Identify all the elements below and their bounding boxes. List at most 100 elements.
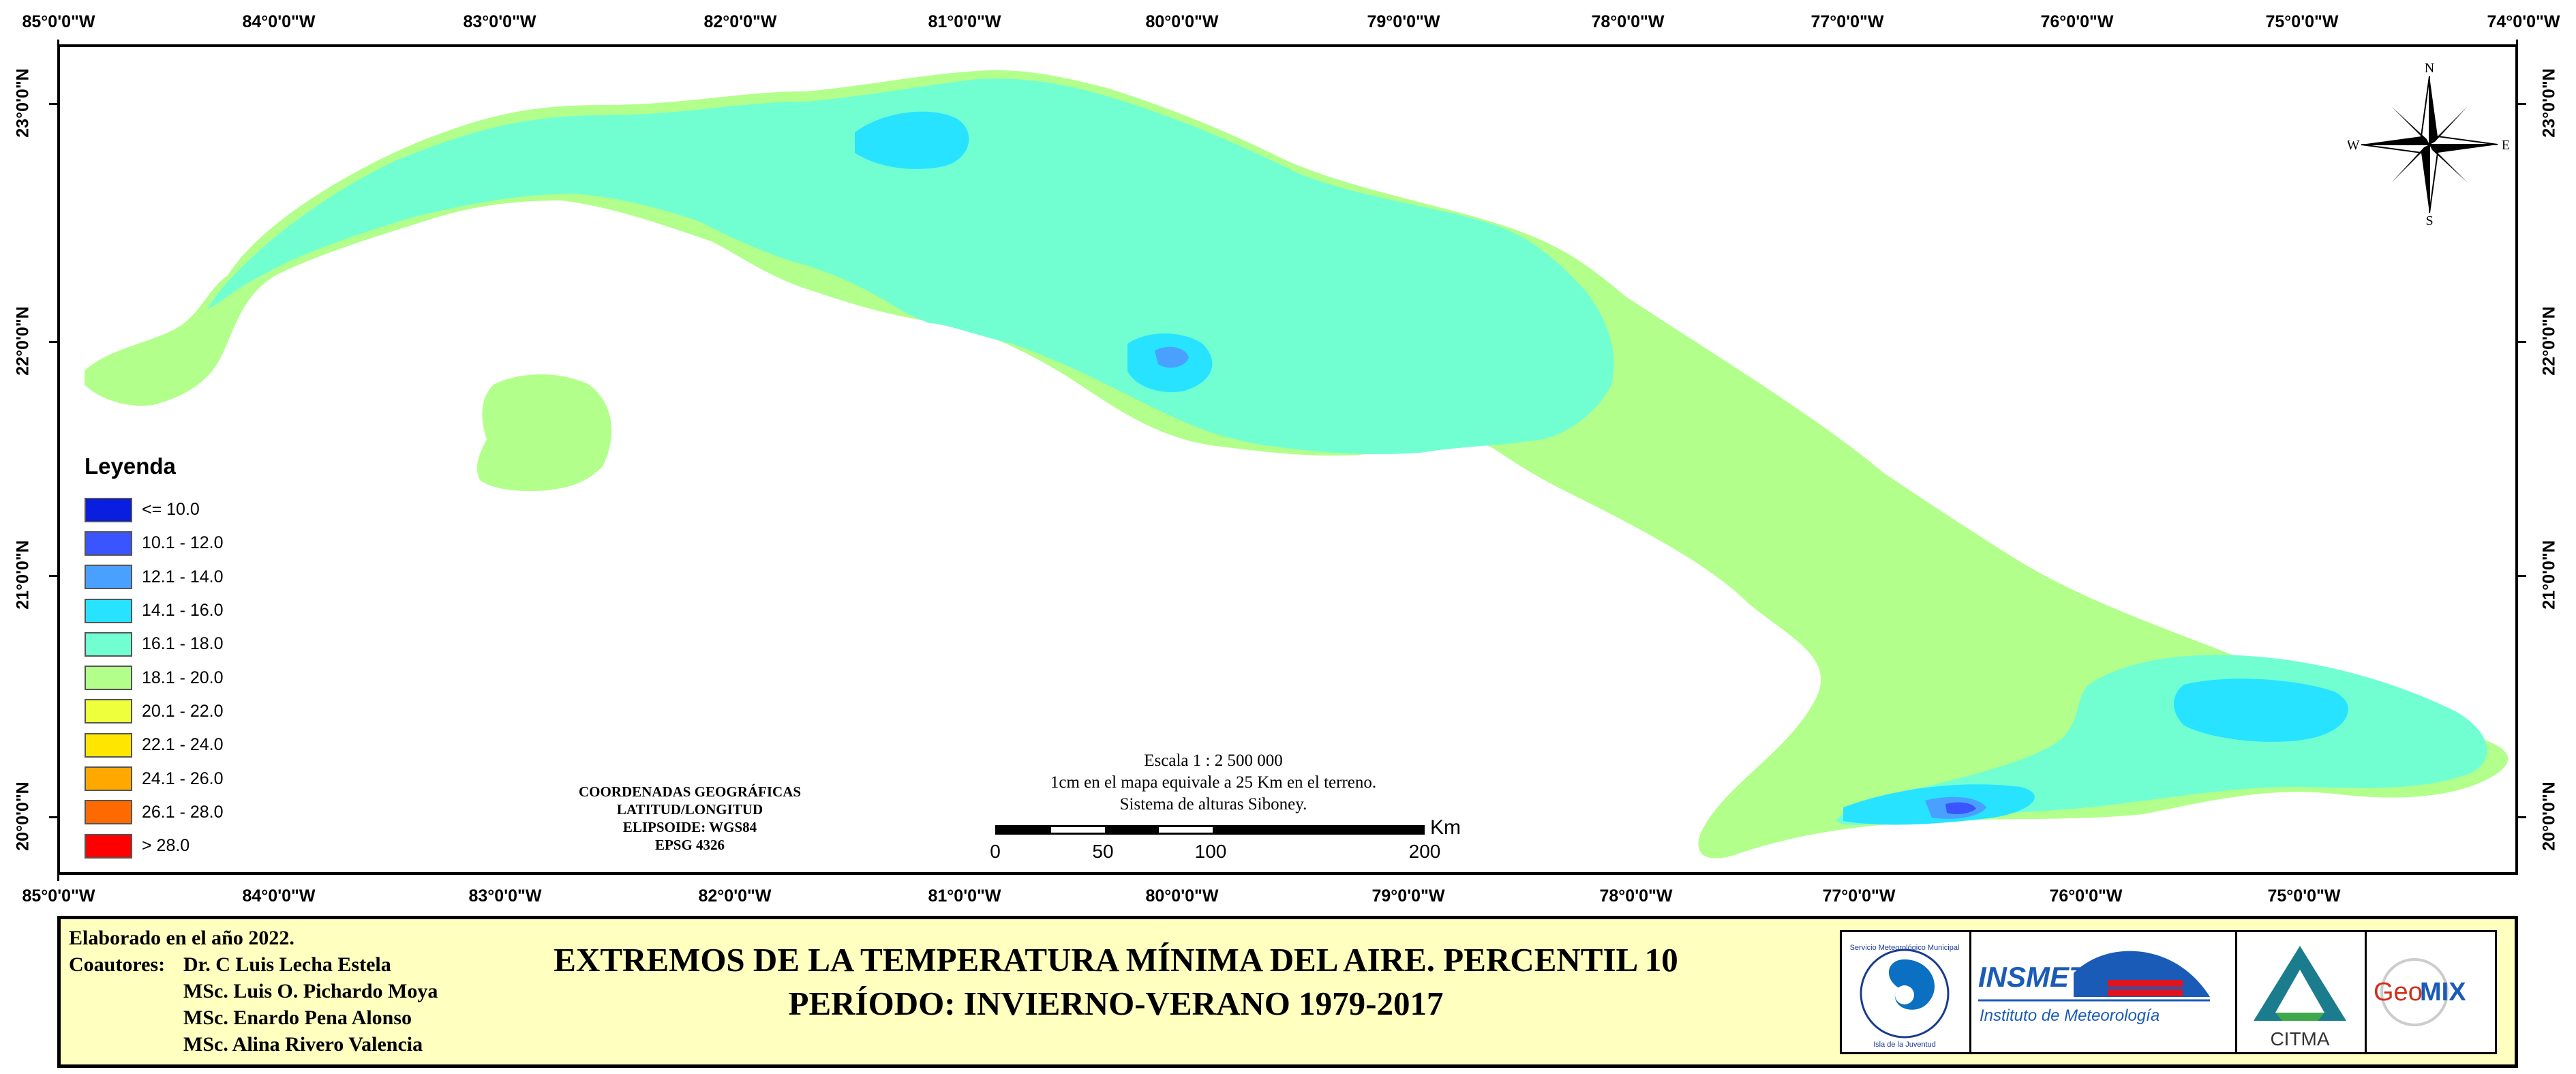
lon-label: 82°0'0"W — [698, 886, 772, 906]
legend-label: 14.1 - 16.0 — [142, 601, 224, 621]
tick — [2518, 341, 2526, 343]
lon-label: 82°0'0"W — [703, 12, 777, 31]
scale-line: 1cm en el mapa equivale a 25 Km en el te… — [1050, 773, 1377, 792]
zone-16-18 — [207, 78, 1614, 454]
coauthors-label: Coautores: — [69, 953, 166, 976]
lat-label: 22°0'0"N — [2539, 306, 2559, 376]
scale-line: Escala 1 : 2 500 000 — [1144, 751, 1283, 770]
legend-item: <= 10.0 — [85, 493, 224, 526]
legend-item: 20.1 - 22.0 — [85, 695, 224, 728]
legend-item: 14.1 - 16.0 — [85, 594, 224, 627]
tick — [57, 40, 59, 48]
scale-line: Sistema de alturas Siboney. — [1119, 795, 1307, 814]
title-line: PERÍODO: INVIERNO-VERANO 1979-2017 — [788, 985, 1444, 1022]
lat-label: 23°0'0"N — [2539, 68, 2559, 138]
insmet-text: INSMET — [1978, 961, 2089, 993]
legend-label: 16.1 - 18.0 — [142, 634, 224, 654]
coordinate-system-note: COORDENADAS GEOGRÁFICAS LATITUD/LONGITUD… — [579, 783, 801, 854]
scale-tick: 0 — [990, 841, 1001, 862]
north-arrow-icon: N S E W — [2348, 63, 2510, 226]
coord-line: ELIPSOIDE: WGS84 — [622, 819, 757, 835]
lat-label: 21°0'0"N — [2539, 540, 2559, 610]
logos-panel: Servicio Meteorológico Municipal Isla de… — [1840, 930, 2497, 1054]
legend-item: 10.1 - 12.0 — [85, 526, 224, 560]
legend-swatch — [85, 631, 132, 657]
lon-label: 77°0'0"W — [1822, 886, 1896, 906]
zone-14-16-east — [2174, 678, 2348, 742]
legend-title: Leyenda — [85, 453, 176, 479]
legend-swatch — [85, 766, 132, 792]
legend-swatch — [85, 598, 132, 623]
zone-14-16-north — [855, 111, 969, 169]
compass-s: S — [2425, 213, 2433, 226]
lon-label: 75°0'0"W — [2267, 886, 2341, 906]
smm-top-text: Servicio Meteorológico Municipal — [1850, 944, 1960, 952]
geomix-logo: Geo MIX — [2367, 932, 2495, 1052]
legend: Leyenda <= 10.0 10.1 - 12.0 12.1 - 14.0 … — [85, 453, 224, 863]
lon-label: 81°0'0"W — [928, 12, 1001, 31]
legend-label: 12.1 - 14.0 — [142, 567, 224, 586]
scale-segment — [1213, 827, 1423, 833]
scale-tick: 50 — [1092, 841, 1114, 862]
lon-label: 75°0'0"W — [2265, 12, 2339, 31]
lon-label: 85°0'0"W — [22, 12, 95, 31]
lon-label: 76°0'0"W — [2040, 12, 2114, 31]
lon-label: 76°0'0"W — [2049, 886, 2123, 906]
compass-w: W — [2348, 138, 2360, 153]
scale-segment — [997, 827, 1051, 833]
coauthor-row: MSc. Luis O. Pichardo Moya — [69, 978, 438, 1004]
tick — [2518, 575, 2526, 577]
lon-label: 80°0'0"W — [1145, 886, 1219, 906]
citma-logo: CITMA — [2237, 932, 2367, 1052]
title-line: EXTREMOS DE LA TEMPERATURA MÍNIMA DEL AI… — [554, 941, 1678, 979]
tick — [49, 341, 57, 343]
legend-swatch — [85, 699, 132, 724]
coauthor-row: MSc. Alina Rivero Valencia — [69, 1031, 438, 1058]
scale-segment — [1105, 827, 1159, 833]
citma-logo-icon: CITMA — [2254, 946, 2346, 1049]
zone-12-14-center — [1155, 346, 1189, 368]
legend-item: 24.1 - 26.0 — [85, 762, 224, 795]
legend-item: 16.1 - 18.0 — [85, 627, 224, 661]
lon-label: 77°0'0"W — [1810, 12, 1884, 31]
coauthor-row: Coautores: Dr. C Luis Lecha Estela — [69, 951, 438, 978]
tick — [49, 575, 57, 577]
tick — [2516, 40, 2518, 48]
lon-label: 79°0'0"W — [1372, 886, 1445, 906]
coauthor-name: MSc. Alina Rivero Valencia — [183, 1033, 423, 1056]
lon-label: 80°0'0"W — [1145, 12, 1219, 31]
geomix-text-a: Geo — [2374, 978, 2423, 1006]
legend-swatch — [85, 732, 132, 758]
legend-label: 10.1 - 12.0 — [142, 533, 224, 553]
coord-line: EPSG 4326 — [654, 837, 725, 853]
lat-label: 21°0'0"N — [13, 540, 33, 610]
coauthor-name: Dr. C Luis Lecha Estela — [183, 953, 391, 976]
credits-panel: Elaborado en el año 2022. Coautores: Dr. … — [57, 916, 2518, 1068]
lon-label: 83°0'0"W — [468, 886, 542, 906]
citma-text: CITMA — [2270, 1028, 2329, 1049]
coauthor-name: MSc. Enardo Pena Alonso — [183, 1006, 412, 1029]
map-title: EXTREMOS DE LA TEMPERATURA MÍNIMA DEL AI… — [554, 938, 1678, 1026]
tick — [49, 103, 57, 105]
geomix-text-b: MIX — [2420, 978, 2466, 1006]
lon-label: 79°0'0"W — [1367, 12, 1440, 31]
scale-bar — [995, 825, 1425, 835]
authors-block: Elaborado en el año 2022. Coautores: Dr. … — [69, 925, 438, 1058]
lat-label: 20°0'0"N — [13, 781, 33, 851]
lon-label: 83°0'0"W — [463, 12, 536, 31]
scale-text: Escala 1 : 2 500 000 1cm en el mapa equi… — [1050, 750, 1376, 816]
legend-label: 22.1 - 24.0 — [142, 735, 224, 755]
smm-bottom-text: Isla de la Juventud — [1873, 1041, 1936, 1049]
legend-swatch — [85, 833, 132, 859]
lon-label: 84°0'0"W — [242, 886, 316, 906]
insmet-logo-icon: INSMET Instituto de Meteorología — [1978, 951, 2210, 1025]
lon-label: 78°0'0"W — [1599, 886, 1673, 906]
legend-item: 18.1 - 20.0 — [85, 661, 224, 694]
cuba-map — [85, 70, 2509, 859]
zone-10-12 — [1945, 802, 1976, 814]
coord-line: LATITUD/LONGITUD — [616, 801, 763, 818]
legend-swatch — [85, 800, 132, 825]
lat-label: 20°0'0"N — [2539, 781, 2559, 851]
legend-item: 22.1 - 24.0 — [85, 728, 224, 762]
lat-label: 22°0'0"N — [13, 306, 33, 376]
